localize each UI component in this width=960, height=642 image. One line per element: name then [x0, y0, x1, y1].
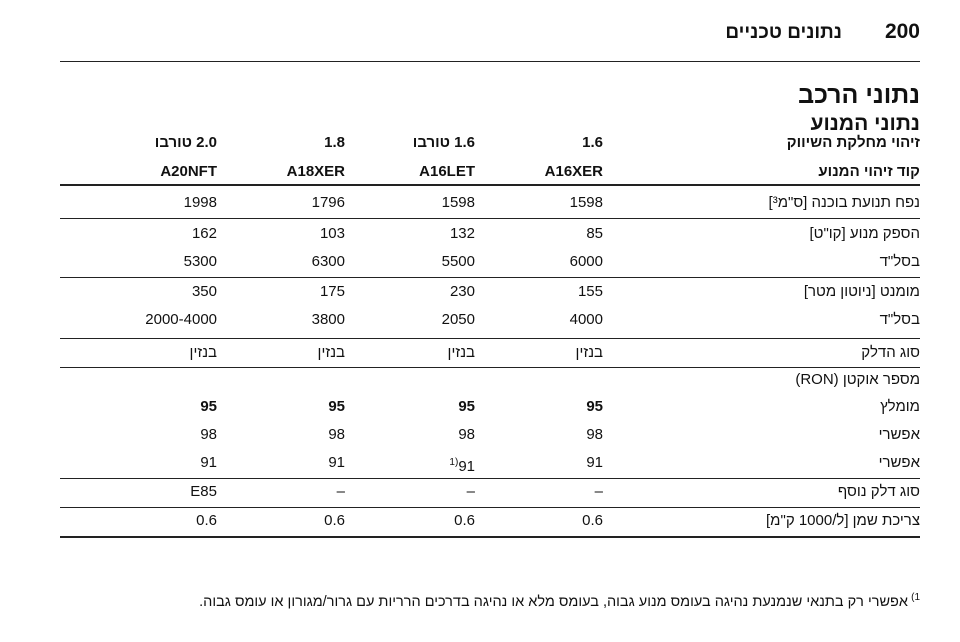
cell: 5500 — [441, 253, 475, 270]
cell: 98 — [586, 426, 603, 443]
cell: – — [336, 483, 345, 500]
cell: בנזין — [575, 344, 603, 361]
cell: 0.6 — [196, 512, 217, 529]
cell: 95 — [200, 398, 217, 415]
cell: 3800 — [311, 311, 345, 328]
table-rule — [60, 536, 920, 538]
row-separator — [60, 507, 920, 508]
cell: E85 — [190, 483, 217, 500]
cell: 98 — [328, 426, 345, 443]
row-label: נפח תנועת בוכנה [ס"מ³] — [768, 194, 920, 211]
cell: 132 — [449, 225, 475, 242]
cell: 85 — [586, 225, 603, 242]
cell: A20NFT — [160, 163, 217, 180]
cell: 0.6 — [582, 512, 603, 529]
cell: 98 — [200, 426, 217, 443]
cell: 2050 — [441, 311, 475, 328]
row-label: מספר אוקטן (RON) — [795, 371, 920, 388]
cell-text: 91 — [458, 458, 475, 475]
cell: A18XER — [286, 163, 345, 180]
cell: 0.6 — [454, 512, 475, 529]
cell: 1598 — [569, 194, 603, 211]
header-rule — [60, 61, 920, 62]
row-label: מומנט [ניוטון מטר] — [803, 283, 920, 300]
row-separator — [60, 367, 920, 368]
row-label: בסל"ד — [879, 311, 920, 328]
cell: 1598 — [441, 194, 475, 211]
cell: 350 — [191, 283, 217, 300]
row-label: אפשרי — [878, 426, 920, 443]
row-separator — [60, 338, 920, 339]
page-number: 200 — [884, 20, 920, 43]
footnote-text: אפשרי רק בתנאי שנמנעת נהיגה בעומס מנוע ג… — [199, 594, 908, 610]
cell: 0.6 — [324, 512, 345, 529]
cell: 91 — [586, 454, 603, 471]
cell: – — [594, 483, 603, 500]
cell: 1.8 — [324, 134, 345, 151]
cell: 95 — [586, 398, 603, 415]
cell: 1)91 — [449, 453, 475, 477]
cell: 95 — [458, 398, 475, 415]
cell: 155 — [577, 283, 603, 300]
cell: 91 — [200, 454, 217, 471]
cell: A16XER — [544, 163, 603, 180]
row-separator — [60, 277, 920, 278]
cell: בנזין — [447, 344, 475, 361]
cell: 2000-4000 — [145, 311, 217, 328]
row-label: בסל"ד — [879, 253, 920, 270]
cell: 1.6 — [582, 134, 603, 151]
cell: 162 — [191, 225, 217, 242]
subsection-title: נתוני המנוע — [810, 112, 920, 135]
cell: A16LET — [419, 163, 475, 180]
row-label: סוג הדלק — [861, 344, 920, 361]
cell: 5300 — [183, 253, 217, 270]
cell: – — [466, 483, 475, 500]
cell: 1796 — [311, 194, 345, 211]
table-rule — [60, 184, 920, 186]
cell: 4000 — [569, 311, 603, 328]
cell: 6300 — [311, 253, 345, 270]
row-label: אפשרי — [878, 454, 920, 471]
row-separator — [60, 218, 920, 219]
row-label: מומלץ — [880, 398, 920, 415]
row-separator — [60, 478, 920, 479]
page-title: נתונים טכניים — [725, 22, 842, 43]
row-label: הספק מנוע [קו"ט] — [809, 225, 921, 242]
footnote-ref: 1) — [449, 457, 459, 468]
cell: בנזין — [317, 344, 345, 361]
cell: 103 — [319, 225, 345, 242]
row-label: צריכת שמן [ל/1000 ק"מ] — [766, 512, 920, 529]
cell: 91 — [328, 454, 345, 471]
cell: 1998 — [183, 194, 217, 211]
section-title: נתוני הרכב — [798, 81, 920, 109]
cell: 95 — [328, 398, 345, 415]
cell: 1.6 טורבו — [412, 134, 475, 151]
cell: 98 — [458, 426, 475, 443]
row-label: זיהוי מחלקת השיווק — [786, 134, 920, 151]
row-label: סוג דלק נוסף — [837, 483, 920, 500]
cell: 175 — [319, 283, 345, 300]
footnote-marker: 1) — [911, 592, 920, 603]
cell: בנזין — [189, 344, 217, 361]
cell: 230 — [449, 283, 475, 300]
row-label: קוד זיהוי המנוע — [818, 163, 920, 180]
cell: 6000 — [569, 253, 603, 270]
cell: 2.0 טורבו — [154, 134, 217, 151]
